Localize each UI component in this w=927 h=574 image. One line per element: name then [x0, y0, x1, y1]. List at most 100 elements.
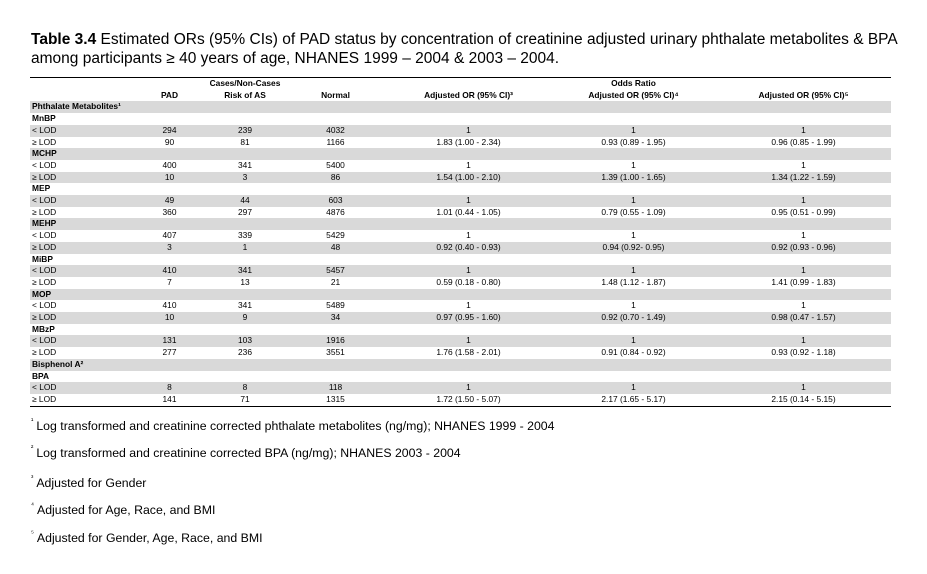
- table-row: < LOD 49 44 603 1 1 1: [30, 195, 891, 207]
- data-cell: 21: [330, 276, 341, 287]
- data-cell: 1.48 (1.12 - 1.87): [601, 276, 666, 287]
- table-row: ≥ LOD 10 3 86 1.54 (1.00 - 2.10) 1.39 (1.00 -…: [30, 171, 891, 184]
- data-cell: 1: [631, 159, 636, 170]
- data-cell: 0.92 (0.40 - 0.93): [386, 241, 551, 254]
- data-cell: 0.59 (0.18 - 0.80): [436, 276, 501, 287]
- data-cell: 294: [134, 124, 205, 137]
- group-row-mibp: MiBP: [30, 254, 891, 266]
- data-cell: 8: [134, 382, 205, 394]
- group-row-mop-label: MOP: [30, 288, 134, 301]
- group-row-mbzp: MBzP: [30, 324, 891, 336]
- table-row: ≥ LOD 277 236 3551 1.76 (1.58 - 2.01) 0.91 (0…: [30, 347, 891, 359]
- empty-cell: [386, 148, 551, 160]
- row-label: ≥ LOD: [32, 206, 57, 217]
- data-cell: 1.83 (1.00 - 2.34): [436, 136, 501, 147]
- data-cell: 131: [134, 335, 205, 348]
- data-cell: 1.01 (0.44 - 1.05): [436, 206, 501, 217]
- data-cell: 9: [205, 312, 285, 324]
- row-label: < LOD: [32, 159, 57, 170]
- footnote-text: Log transformed and creatinine corrected…: [36, 419, 555, 433]
- empty-cell: [386, 218, 551, 231]
- row-label: < LOD: [32, 300, 57, 311]
- data-cell: 0.92 (0.70 - 1.49): [551, 312, 716, 324]
- empty-cell: [386, 183, 551, 195]
- empty-cell: [716, 101, 891, 114]
- empty-cell: [386, 288, 551, 301]
- table-body: Cases/Non-Cases Odds Ratio PAD Risk of A…: [30, 76, 891, 407]
- data-cell: 81: [240, 136, 250, 147]
- data-cell: 239: [205, 124, 285, 137]
- group-row-mep-label: MEP: [32, 183, 51, 194]
- empty-cell: [134, 113, 205, 125]
- footnote-1: ¹ Log transformed and creatinine correcte…: [31, 418, 555, 433]
- col-header-or5: Adjusted OR (95% CI)⁵: [758, 89, 849, 100]
- data-cell: 34: [285, 312, 386, 324]
- col-header-risk: Risk of AS: [224, 89, 266, 100]
- empty-cell: [551, 288, 716, 301]
- data-cell: 1: [466, 230, 471, 241]
- footnote-text: Log transformed and creatinine corrected…: [36, 446, 461, 460]
- data-cell: 1: [466, 300, 471, 311]
- data-cell: 1: [551, 335, 716, 348]
- footnote-3: ³ Adjusted for Gender: [31, 475, 146, 490]
- empty-cell: [285, 113, 386, 125]
- group-row-mnbp-label: MnBP: [32, 113, 56, 124]
- empty-cell: [134, 254, 205, 266]
- col-header-or4: Adjusted OR (95% CI)⁴: [588, 89, 679, 100]
- empty-cell: [716, 218, 891, 231]
- table-row: ≥ LOD 7 13 21 0.59 (0.18 - 0.80) 1.48 (1.12 -…: [30, 277, 891, 289]
- group-header-cases: Cases/Non-Cases: [205, 76, 285, 90]
- group-row-mchp-label: MCHP: [30, 148, 134, 160]
- footnote-mark: ⁴: [31, 502, 35, 509]
- table-row: < LOD 400 341 5400 1 1 1: [30, 160, 891, 172]
- data-cell: 1: [551, 124, 716, 137]
- data-cell: 0.97 (0.95 - 1.60): [386, 312, 551, 324]
- data-cell: 339: [238, 230, 252, 241]
- footnote-text: Adjusted for Age, Race, and BMI: [37, 503, 216, 517]
- data-cell: 1: [801, 159, 806, 170]
- data-cell: 90: [164, 136, 175, 147]
- empty-cell: [285, 358, 386, 371]
- data-cell: 8: [205, 382, 285, 394]
- caption-label: Table 3.4: [31, 31, 97, 48]
- empty-cell: [386, 101, 551, 114]
- empty-cell: [716, 371, 891, 383]
- data-cell: 1: [631, 230, 636, 241]
- data-cell: 1: [551, 195, 716, 207]
- data-cell: 341: [238, 300, 252, 311]
- data-cell: 277: [162, 347, 177, 358]
- data-cell: 1: [716, 335, 891, 348]
- data-cell: 1: [386, 382, 551, 394]
- data-cell: 1.41 (0.99 - 1.83): [771, 276, 836, 287]
- empty-cell: [134, 358, 205, 371]
- data-cell: 1: [716, 382, 891, 394]
- data-cell: 0.96 (0.85 - 1.99): [771, 136, 836, 147]
- data-cell: 603: [285, 195, 386, 207]
- data-cell: 0.92 (0.93 - 0.96): [716, 241, 891, 254]
- empty-cell: [716, 324, 891, 336]
- data-cell: 3: [134, 241, 205, 254]
- data-cell: 0.98 (0.47 - 1.57): [716, 312, 891, 324]
- empty-cell: [285, 324, 386, 336]
- table-row: < LOD 410 341 5457 1 1 1: [30, 265, 891, 277]
- empty-cell: [716, 183, 891, 195]
- empty-cell: [386, 113, 551, 125]
- data-cell: 1.72 (1.50 - 5.07): [386, 393, 551, 407]
- empty-cell: [285, 101, 386, 114]
- footnote-mark: ¹: [31, 418, 34, 425]
- data-cell: 103: [205, 335, 285, 348]
- data-cell: 236: [238, 347, 252, 358]
- empty-cell: [716, 148, 891, 160]
- empty-cell: [205, 288, 285, 301]
- data-cell: 360: [162, 206, 177, 217]
- data-cell: 44: [205, 195, 285, 207]
- caption-text: Estimated ORs (95% CIs) of PAD status by…: [31, 31, 897, 67]
- group-row-mep: MEP: [30, 183, 891, 195]
- data-cell: 86: [285, 171, 386, 184]
- empty-cell: [205, 371, 285, 383]
- empty-cell: [205, 183, 285, 195]
- empty-cell: [285, 148, 386, 160]
- data-cell: 0.93 (0.92 - 1.18): [771, 347, 836, 358]
- table-row: < LOD 8 8 118 1 1 1: [30, 382, 891, 394]
- row-label: ≥ LOD: [30, 393, 134, 407]
